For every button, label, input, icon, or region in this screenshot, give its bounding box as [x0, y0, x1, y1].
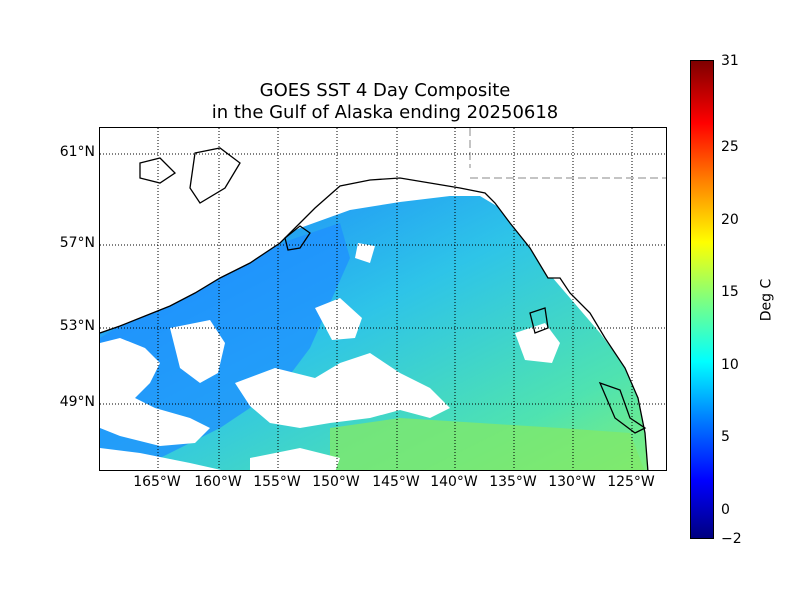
- lat-label-57n: 57°N: [59, 235, 95, 251]
- lat-label-49n: 49°N: [59, 394, 95, 410]
- lon-label-130w: 130°W: [548, 474, 596, 490]
- map-title-line2: in the Gulf of Alaska ending 20250618: [211, 102, 559, 123]
- lon-label-165w: 165°W: [133, 474, 181, 490]
- colorbar-tick-5: 5: [721, 429, 730, 445]
- alaska-land: [100, 128, 666, 333]
- colorbar-label: Deg C: [758, 278, 775, 322]
- colorbar-tick-15: 15: [721, 284, 739, 300]
- colorbar-tick-31: 31: [721, 53, 739, 69]
- lon-label-150w: 150°W: [312, 474, 360, 490]
- lon-label-125w: 125°W: [607, 474, 655, 490]
- lon-label-140w: 140°W: [430, 474, 478, 490]
- colorbar-tick-10: 10: [721, 357, 739, 373]
- lon-label-155w: 155°W: [253, 474, 301, 490]
- lon-label-135w: 135°W: [489, 474, 537, 490]
- lon-label-145w: 145°W: [372, 474, 420, 490]
- map-title-line1: GOES SST 4 Day Composite: [259, 80, 511, 101]
- graticule: [100, 128, 666, 470]
- sst-warm-band: [330, 418, 645, 470]
- sst-cool-band: [100, 223, 350, 468]
- border-line: [469, 128, 666, 179]
- colorbar: [690, 60, 714, 539]
- colorbar-tick-0: 0: [721, 502, 730, 518]
- lon-label-160w: 160°W: [194, 474, 242, 490]
- colorbar-tick-25: 25: [721, 139, 739, 155]
- sst-map-svg: [100, 128, 666, 470]
- cloud-mask: [100, 243, 560, 470]
- colorbar-tick-20: 20: [721, 212, 739, 228]
- sst-map: [99, 127, 667, 471]
- bc-land: [560, 188, 666, 470]
- lat-label-53n: 53°N: [59, 318, 95, 334]
- lat-label-61n: 61°N: [59, 144, 95, 160]
- coastline: [100, 147, 649, 470]
- colorbar-tick-minus2: −2: [721, 531, 742, 547]
